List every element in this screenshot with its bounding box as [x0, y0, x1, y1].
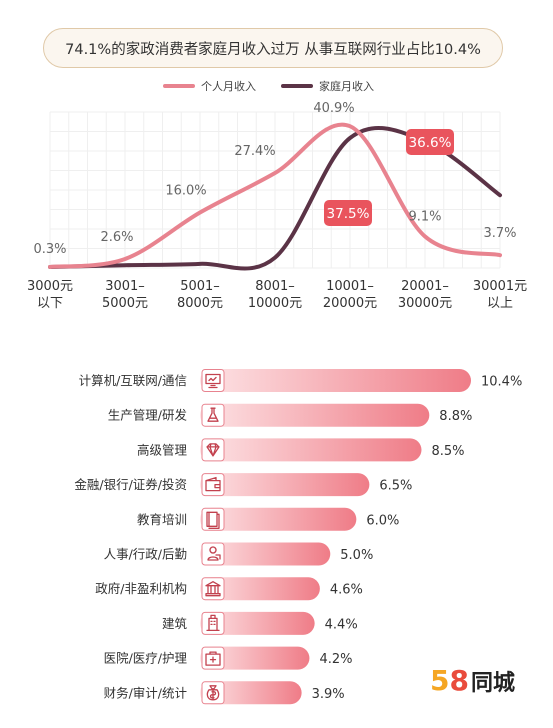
bar-category-label: 计算机/互联网/通信	[79, 373, 187, 388]
icon-frame	[201, 577, 225, 601]
x-tick-label: 3000元以下	[27, 279, 73, 311]
bar-row: 政府/非盈利机构 4.6%	[95, 577, 363, 601]
book-icon	[201, 507, 225, 531]
chart-title: 74.1%的家政消费者家庭月收入过万 从事互联网行业占比10.4%	[43, 28, 503, 68]
brand-logo: 58 同城	[430, 664, 515, 697]
icon-glyph	[205, 373, 221, 389]
computer-icon	[201, 369, 225, 392]
icon-glyph	[206, 511, 220, 529]
bar	[200, 507, 357, 531]
personal-data-label: 0.3%	[33, 242, 66, 257]
bar-value-label: 4.2%	[319, 652, 352, 667]
icon-glyph	[205, 581, 221, 597]
personal-income-line	[48, 122, 502, 269]
lab-flask-icon	[201, 403, 225, 427]
bar-row: 建筑 4.4%	[162, 611, 358, 635]
bar-category-label: 人事/行政/后勤	[104, 547, 187, 562]
logo-text: 同城	[470, 671, 515, 696]
bar-category-label: 政府/非盈利机构	[95, 581, 187, 596]
icon-glyph	[207, 546, 221, 561]
bar-row: 计算机/互联网/通信 10.4%	[79, 369, 522, 392]
x-tick-label: 10001– 20000元	[323, 279, 377, 311]
bar-row: 人事/行政/后勤 5.0%	[104, 542, 373, 566]
personal-data-label: 2.6%	[100, 230, 133, 245]
bar-category-label: 金融/银行/证券/投资	[74, 477, 187, 492]
personal-data-label: 9.1%	[408, 209, 441, 224]
personal-data-label: 40.9%	[313, 101, 354, 116]
bar-row: 生产管理/研发 8.8%	[108, 403, 472, 427]
bar-category-label: 生产管理/研发	[108, 408, 188, 423]
icon-glyph	[206, 443, 220, 457]
x-tick-label: 5001– 8000元	[177, 279, 223, 311]
icon-glyph	[205, 476, 221, 492]
bar	[200, 473, 370, 497]
medical-kit-icon	[201, 646, 225, 670]
family-data-badge: 37.5%	[324, 200, 372, 226]
legend: 个人月收入 家庭月收入	[163, 79, 374, 93]
bar-value-label: 10.4%	[481, 375, 522, 390]
money-bag-icon	[201, 681, 225, 705]
bar	[200, 403, 430, 427]
icon-glyph	[207, 407, 219, 422]
wallet-icon	[201, 473, 225, 497]
icon-frame	[201, 438, 225, 462]
bar	[200, 681, 302, 705]
badge-bg	[406, 129, 454, 155]
bar-category-label: 教育培训	[137, 512, 187, 527]
bar	[200, 542, 331, 566]
personal-data-label: 3.7%	[483, 226, 516, 241]
legend-label: 个人月收入	[201, 79, 256, 93]
bar-row: 财务/审计/统计 3.9%	[104, 681, 345, 705]
bar-category-label: 财务/审计/统计	[104, 685, 187, 700]
x-tick-label: 3001– 5000元	[102, 279, 148, 311]
icon-glyph	[206, 685, 220, 701]
x-tick-label: 8001– 10000元	[248, 279, 302, 311]
legend-label: 家庭月收入	[319, 79, 374, 93]
bar-value-label: 8.5%	[431, 444, 464, 459]
logo-number: 58	[430, 664, 469, 697]
bar-value-label: 5.0%	[340, 548, 373, 563]
bar-value-label: 6.0%	[366, 513, 399, 528]
bar-row: 教育培训 6.0%	[137, 507, 399, 531]
icon-frame	[201, 611, 225, 635]
government-icon	[201, 577, 225, 601]
badge-label: 36.6%	[409, 135, 452, 151]
bar-row: 高级管理 8.5%	[137, 438, 465, 462]
bar-value-label: 3.9%	[312, 687, 345, 702]
family-data-badge: 36.6%	[406, 129, 454, 155]
bar	[200, 438, 422, 462]
person-icon	[201, 542, 225, 566]
personal-data-label: 27.4%	[234, 144, 275, 159]
icon-frame	[201, 542, 225, 566]
bar	[200, 577, 320, 601]
icon-glyph	[205, 651, 221, 666]
bar-value-label: 8.8%	[439, 409, 472, 424]
grid	[49, 111, 501, 269]
bar	[200, 611, 315, 635]
icon-frame	[201, 403, 225, 427]
diamond-icon	[201, 438, 225, 462]
bar-row: 医院/医疗/护理 4.2%	[104, 646, 352, 670]
icon-frame	[201, 473, 225, 497]
icon-frame	[201, 507, 225, 531]
badge-label: 37.5%	[327, 206, 370, 222]
badge-bg	[324, 200, 372, 226]
bar	[200, 646, 310, 670]
building-icon	[201, 611, 225, 635]
x-tick-label: 30001元以上	[473, 279, 527, 311]
bar-row: 金融/银行/证券/投资 6.5%	[74, 473, 412, 497]
bar	[200, 369, 471, 392]
bar-value-label: 6.5%	[379, 479, 412, 494]
bar-category-label: 高级管理	[137, 442, 188, 457]
personal-data-label: 16.0%	[165, 184, 206, 199]
income-line-chart: 个人月收入 家庭月收入 0.3% 2.6% 16.0% 27.4% 40.9% 9.1% 3.7…	[27, 79, 527, 311]
bar-category-label: 医院/医疗/护理	[104, 651, 188, 666]
icon-glyph	[206, 614, 220, 632]
bar-value-label: 4.6%	[330, 583, 363, 598]
bar-category-label: 建筑	[162, 616, 188, 631]
x-tick-label: 20001– 30000元	[398, 279, 452, 311]
bar-value-label: 4.4%	[325, 617, 358, 632]
